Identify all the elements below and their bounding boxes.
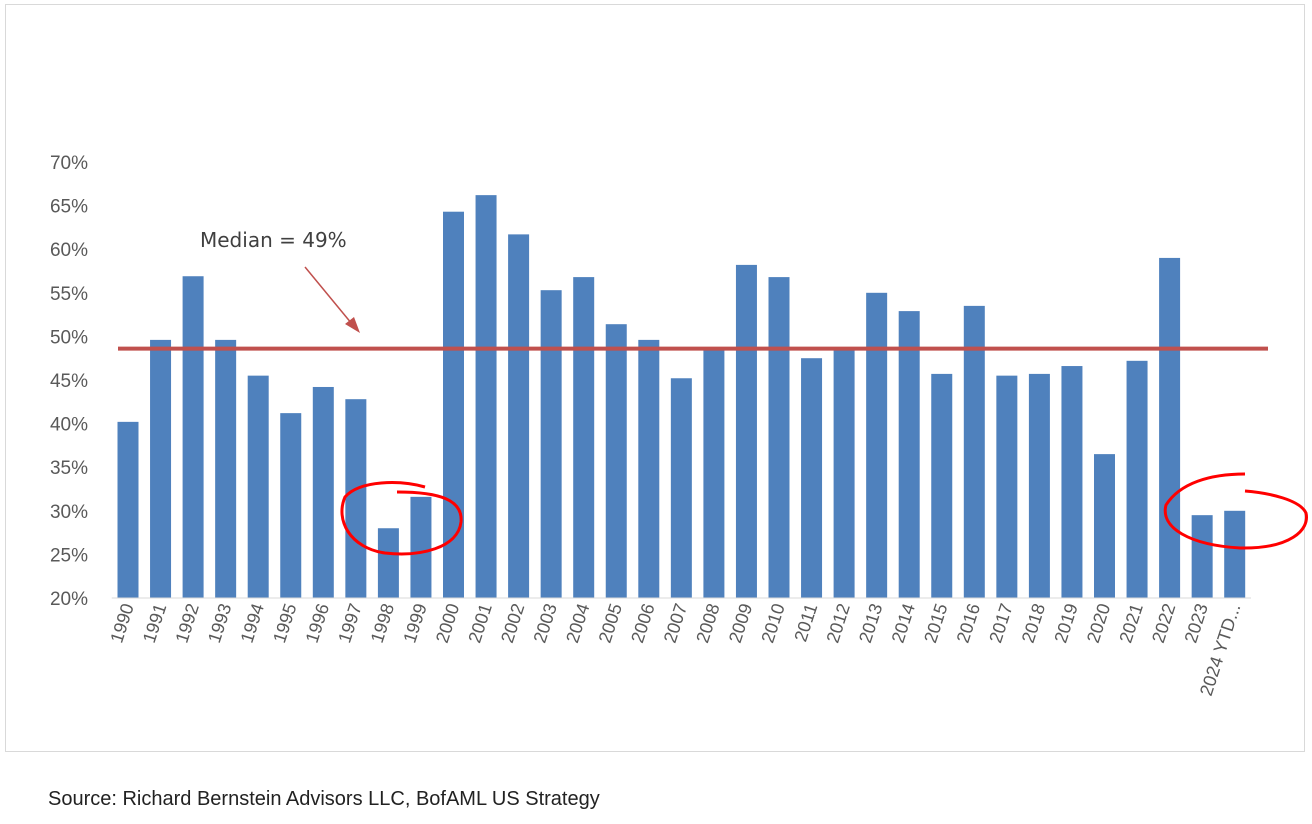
bar-1994 <box>247 375 269 598</box>
bar-2020 <box>1094 454 1115 598</box>
x-tick-label: 1997 <box>334 601 365 645</box>
x-tick-label: 1999 <box>399 601 430 645</box>
x-tick-label: 2004 <box>562 601 593 645</box>
bar-1995 <box>280 413 302 598</box>
x-tick-label: 2009 <box>725 601 756 645</box>
bar-chart: 20%25%30%35%40%45%50%55%60%65%70% 1990 19… <box>50 153 1308 698</box>
y-tick-label: 20% <box>50 589 88 610</box>
x-tick-label: 2008 <box>692 601 723 645</box>
bar-2012 <box>833 350 855 598</box>
highlight-circle-2023-2024 <box>1163 472 1308 550</box>
x-tick-label: 1990 <box>106 601 137 645</box>
x-tick-label: 2020 <box>1083 601 1114 645</box>
bar-2017 <box>996 375 1018 598</box>
y-tick-label: 45% <box>50 371 88 392</box>
x-tick-label: 2015 <box>920 601 951 645</box>
x-tick-label: 2003 <box>530 601 561 645</box>
x-tick-label: 1991 <box>139 601 170 645</box>
x-tick-label: 2022 <box>1148 601 1179 645</box>
x-tick-label: 2007 <box>660 601 691 645</box>
median-label: Median = 49% <box>200 228 347 252</box>
x-tick-label: 2005 <box>595 601 626 645</box>
bar-2021 <box>1126 360 1148 598</box>
x-tick-label: 2000 <box>432 601 463 645</box>
bar-2010 <box>768 277 790 598</box>
x-tick-label: 2013 <box>855 601 886 645</box>
x-tick-label: 2011 <box>790 601 821 644</box>
x-tick-label: 2012 <box>823 601 854 645</box>
bar-2003 <box>540 290 562 598</box>
x-tick-label: 2006 <box>627 601 658 645</box>
x-tick-label: 2021 <box>1115 601 1146 645</box>
y-tick-label: 55% <box>50 284 88 305</box>
x-tick-label: 1995 <box>269 601 300 645</box>
x-tick-label: 1998 <box>367 601 398 645</box>
y-tick-label: 50% <box>50 327 88 348</box>
x-tick-label: 1993 <box>204 601 235 645</box>
bar-2000 <box>443 211 464 599</box>
x-tick-label: 1992 <box>172 601 203 645</box>
bar-2005 <box>605 324 627 598</box>
bar-2004 <box>573 277 595 598</box>
bar-2015 <box>931 373 953 598</box>
bar-2019 <box>1061 366 1083 598</box>
bar-1991 <box>150 339 172 598</box>
bar-1993 <box>215 339 237 598</box>
x-tick-label: 2001 <box>464 601 495 645</box>
y-axis: 20% 25% 30% 35% 40% 45% 50% 55% 60% 65% 70% <box>50 153 88 610</box>
bar-1998 <box>377 528 399 598</box>
x-tick-label: 2014 <box>888 601 919 645</box>
bar-2001 <box>475 195 497 599</box>
bar-2024-YTD- <box>1224 510 1246 598</box>
y-tick-label: 30% <box>50 502 88 523</box>
bar-1996 <box>312 386 334 598</box>
y-tick-label: 25% <box>50 545 88 566</box>
chart-frame <box>5 4 1305 752</box>
x-tick-label: 2017 <box>985 601 1016 645</box>
y-tick-label: 60% <box>50 240 88 261</box>
x-tick-label: 2023 <box>1181 601 1212 645</box>
x-tick-label: 1996 <box>302 601 333 645</box>
bars <box>117 195 1246 599</box>
source-note: Source: Richard Bernstein Advisors LLC, … <box>48 788 600 810</box>
x-tick-label: 2016 <box>953 601 984 645</box>
y-tick-label: 40% <box>50 415 88 436</box>
x-tick-label: 2010 <box>757 601 788 645</box>
bar-2022 <box>1159 257 1181 598</box>
bar-2011 <box>801 358 823 598</box>
x-tick-label: 2018 <box>1018 601 1049 645</box>
bar-2016 <box>963 305 985 598</box>
x-tick-label: 2019 <box>1050 601 1081 645</box>
bar-1990 <box>117 421 139 598</box>
highlight-circle-1998-1999 <box>340 481 463 556</box>
bar-2009 <box>735 264 757 598</box>
bar-2013 <box>866 292 888 598</box>
median-arrow-icon <box>304 266 360 333</box>
x-tick-label: 2002 <box>497 601 528 645</box>
bar-2014 <box>898 311 920 598</box>
y-tick-label: 70% <box>50 153 88 174</box>
x-axis: 1990 1991 1992 1993 1994 1995 1996 1997 1998 1999… <box>106 597 1251 698</box>
bar-2018 <box>1028 373 1050 598</box>
bar-2006 <box>638 339 660 598</box>
bar-1997 <box>345 399 367 598</box>
bar-1999 <box>410 496 432 598</box>
bar-2023 <box>1191 515 1213 598</box>
bar-2002 <box>508 234 530 598</box>
y-tick-label: 65% <box>50 197 88 218</box>
bar-1992 <box>182 276 204 598</box>
x-tick-label: 1994 <box>237 601 268 645</box>
bar-2008 <box>703 350 725 598</box>
bar-2007 <box>670 378 692 598</box>
y-tick-label: 35% <box>50 458 88 479</box>
